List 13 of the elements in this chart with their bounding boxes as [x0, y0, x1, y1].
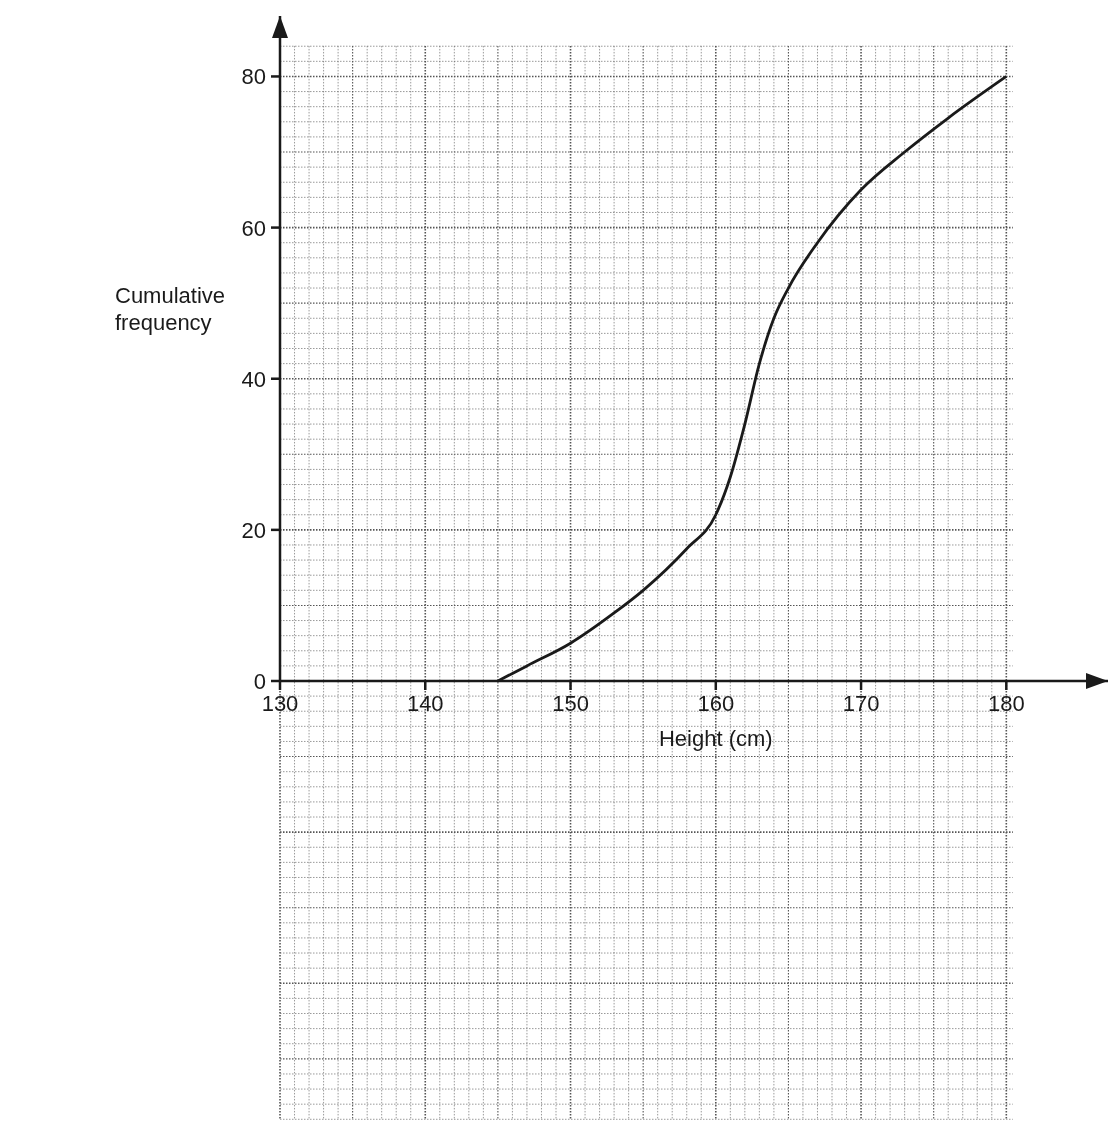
y-tick-label: 80: [241, 64, 266, 90]
x-tick-label: 130: [261, 691, 299, 716]
x-axis-title: Height (cm): [658, 726, 773, 751]
x-tick-label: 180: [987, 691, 1025, 716]
y-tick-label: 40: [241, 366, 266, 392]
x-tick-label: 170: [842, 691, 880, 716]
y-tick-label: 20: [241, 517, 266, 543]
y-axis-title: Cumulative frequency: [115, 283, 226, 336]
x-tick-label: 140: [406, 691, 444, 716]
y-tick-label: 60: [241, 215, 266, 241]
y-tick-label: 0: [253, 669, 266, 694]
x-tick-label: 150: [552, 691, 589, 716]
x-tick-label: 160: [697, 691, 735, 716]
